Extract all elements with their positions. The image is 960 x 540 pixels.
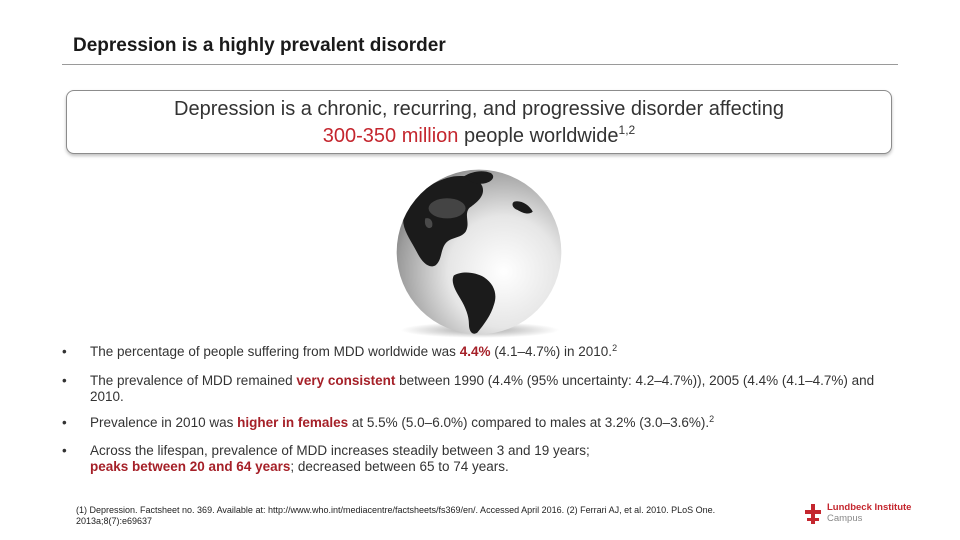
bullet-text: between 1990 (4.4% (95% uncertainty: 4.2…	[90, 373, 875, 404]
bullet-item: • The percentage of people suffering fro…	[62, 344, 882, 360]
bullet-marker: •	[62, 443, 67, 458]
bullet-item: • Across the lifespan, prevalence of MDD…	[62, 443, 882, 475]
slide-title: Depression is a highly prevalent disorde…	[73, 35, 446, 56]
callout-line-2-text: people worldwide	[458, 125, 619, 147]
bullet-emphasis: higher in females	[237, 415, 349, 430]
callout-box: Depression is a chronic, recurring, and …	[66, 90, 892, 154]
bullet-emphasis: very consistent	[296, 373, 396, 388]
title-divider	[62, 64, 898, 65]
callout-line-1: Depression is a chronic, recurring, and …	[174, 98, 784, 120]
bullet-text: at 5.5% (5.0–6.0%) compared to males at …	[348, 415, 710, 430]
bullet-text: (4.1–4.7%) in 2010.	[490, 344, 613, 359]
globe-icon	[396, 169, 562, 335]
bullet-emphasis: 4.4%	[459, 344, 491, 359]
callout-highlight: 300-350 million	[322, 125, 459, 147]
bullet-text: Prevalence in 2010 was	[90, 415, 238, 430]
callout-reference: 1,2	[618, 123, 636, 137]
bullet-text: ; decreased between 65 to 74 years.	[290, 459, 509, 474]
bullet-item: • The prevalence of MDD remained very co…	[62, 373, 882, 405]
bullet-item: • Prevalence in 2010 was higher in femal…	[62, 415, 882, 431]
bullet-reference: 2	[709, 414, 715, 424]
lundbeck-logo: Lundbeck Institute Campus	[805, 502, 911, 526]
bullet-list: • The percentage of people suffering fro…	[62, 344, 882, 487]
bullet-text: Across the lifespan, prevalence of MDD i…	[90, 443, 590, 458]
bullet-marker: •	[62, 415, 67, 430]
callout-line-2: 300-350 million people worldwide1,2	[67, 123, 891, 150]
footnote-references: (1) Depression. Factsheet no. 369. Avail…	[76, 505, 716, 526]
lundbeck-logo-icon	[805, 504, 821, 524]
bullet-marker: •	[62, 373, 67, 388]
bullet-marker: •	[62, 344, 67, 359]
logo-name: Lundbeck Institute	[827, 502, 912, 513]
bullet-emphasis: peaks between 20 and 64 years	[90, 459, 291, 474]
bullet-text: The prevalence of MDD remained	[90, 373, 297, 388]
logo-subtitle: Campus	[827, 513, 863, 524]
bullet-reference: 2	[612, 343, 618, 353]
bullet-text: The percentage of people suffering from …	[90, 344, 460, 359]
